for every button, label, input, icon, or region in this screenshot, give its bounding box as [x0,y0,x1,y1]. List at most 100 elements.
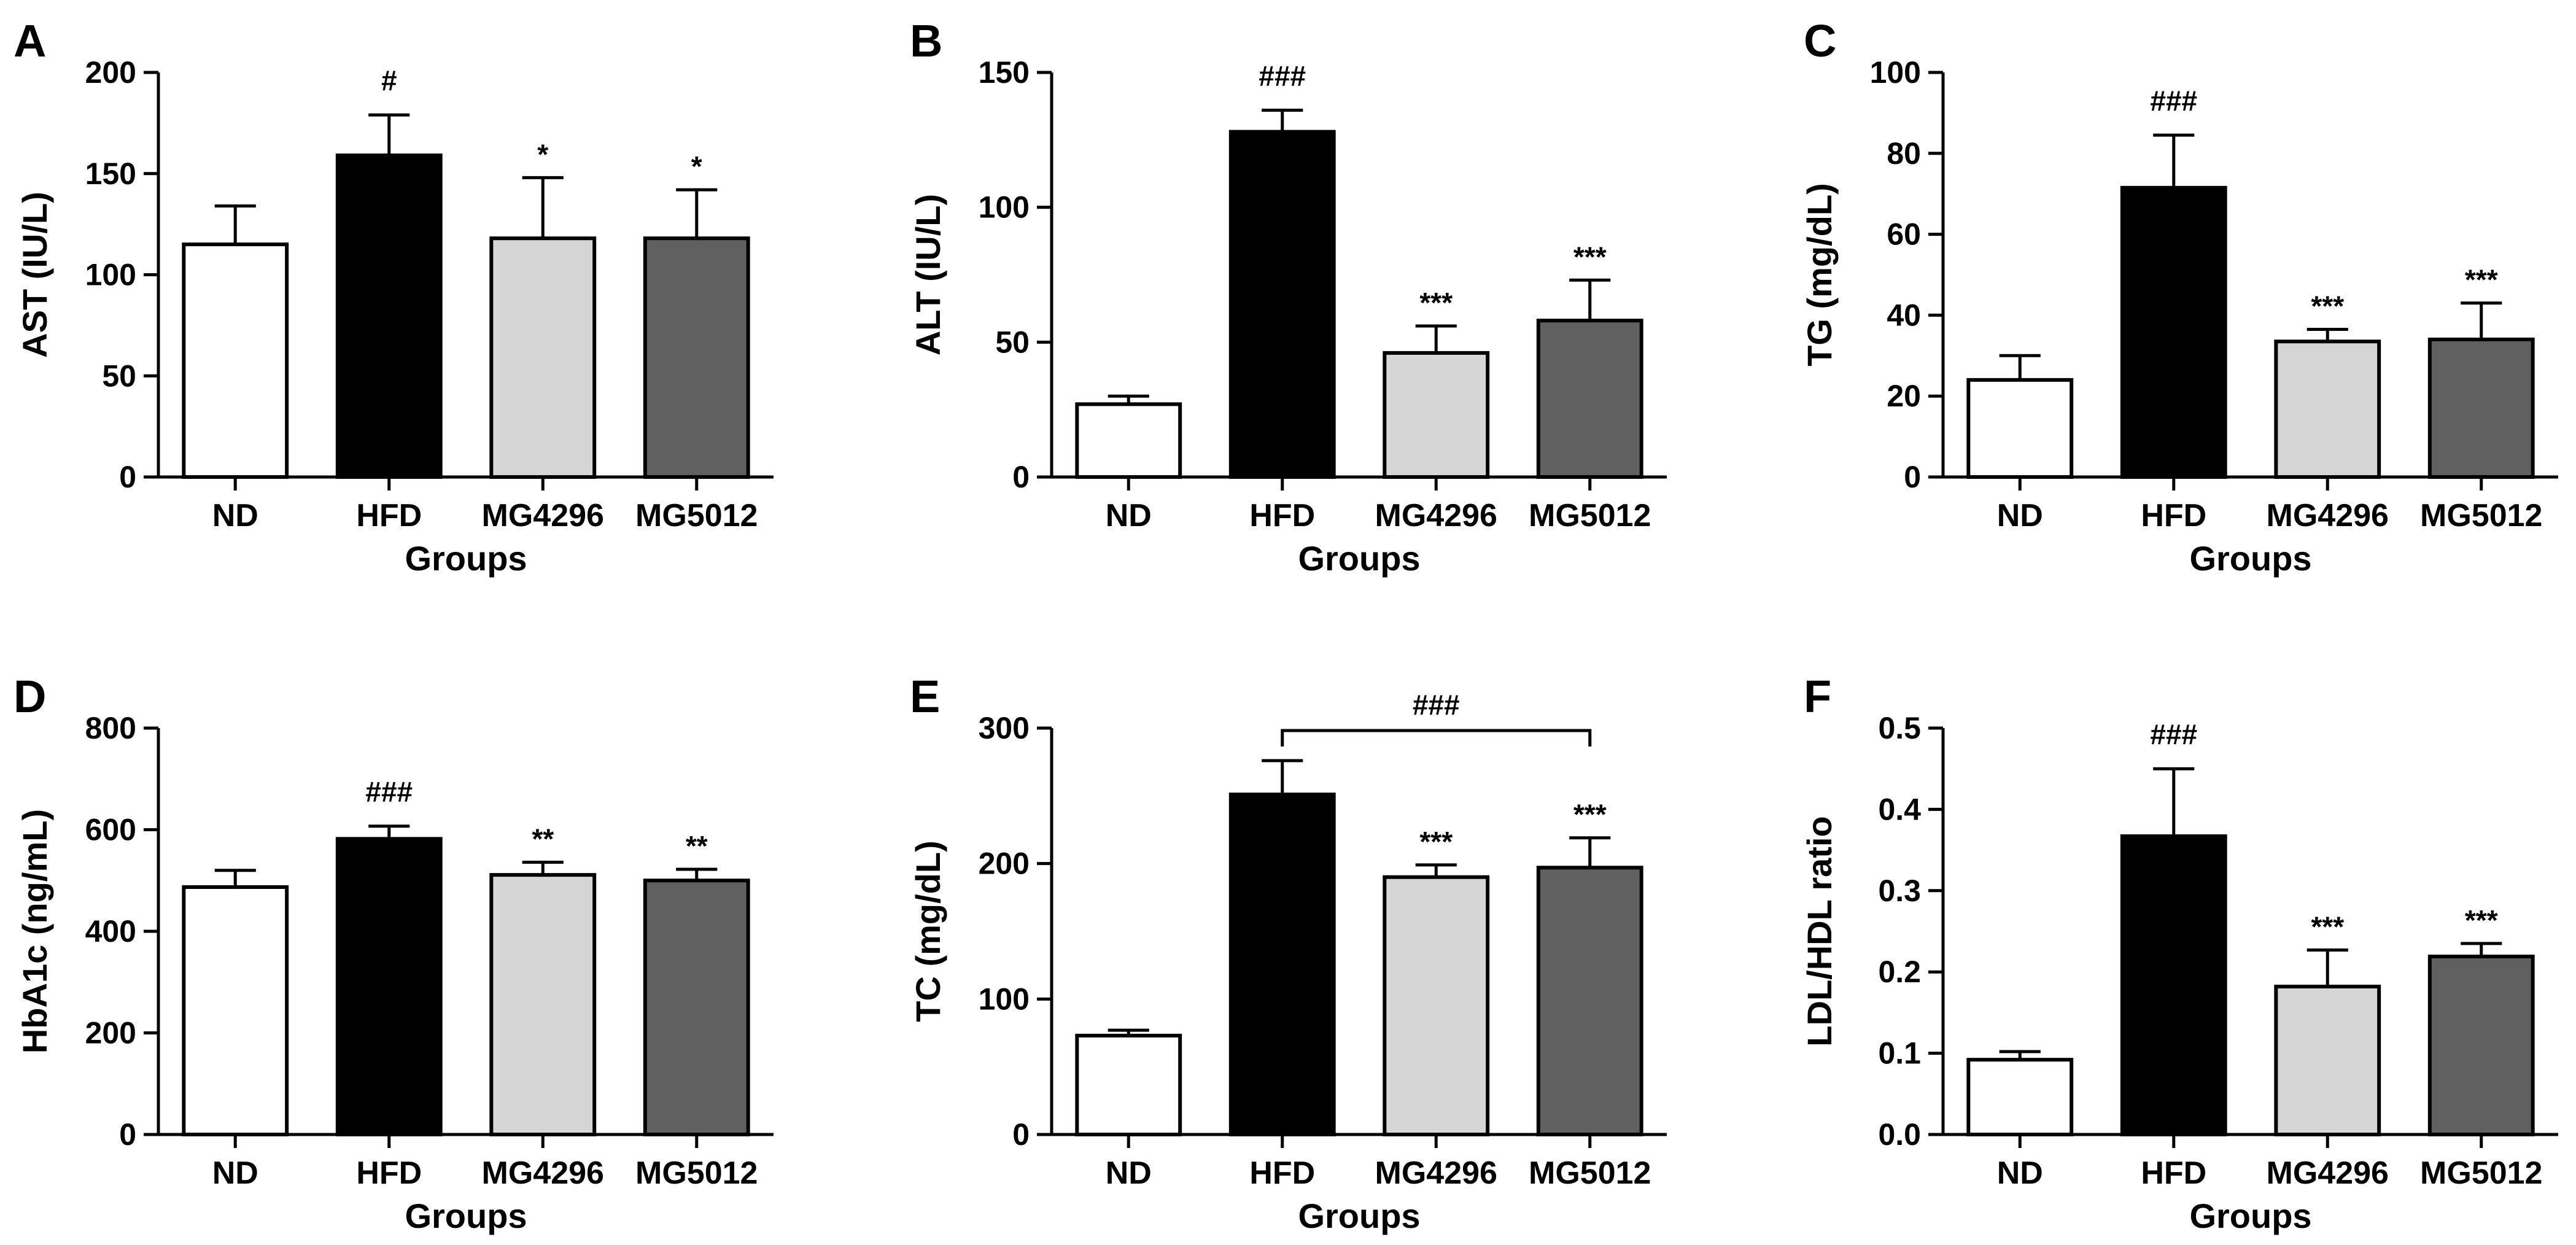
panel-letter-b: B [910,15,942,66]
category-label: ND [1106,1155,1152,1191]
significance-label: # [381,64,397,96]
category-label: MG5012 [635,498,758,533]
y-tick-label: 20 [1887,379,1921,413]
category-label: MG5012 [1529,498,1651,533]
y-tick-label: 100 [1870,55,1921,90]
category-label: MG5012 [635,1155,758,1191]
y-tick-label: 300 [979,711,1030,745]
category-label: HFD [2141,498,2206,533]
y-tick-label: 600 [85,813,136,847]
bar-mg4296 [2274,339,2381,479]
y-tick-label: 40 [1887,298,1921,332]
bar-nd [1966,378,2074,479]
y-tick-label: 0 [119,460,136,494]
significance-label: *** [2311,910,2344,942]
y-tick-label: 0.2 [1878,955,1921,989]
panel-d: D 0 200 400 600 800 HbA1c (ng/mL) Groups ND HFD ##… [14,671,774,1235]
bar-hfd [2120,834,2227,1137]
bar-mg4296 [1383,351,1490,479]
y-tick-label: 0.1 [1878,1036,1921,1071]
category-label: MG5012 [2420,1155,2542,1191]
category-label: ND [1997,498,2043,533]
y-tick-label: 0 [1012,460,1030,494]
category-label: ND [212,498,258,533]
y-tick-label: 800 [85,711,136,745]
y-tick-label: 60 [1887,217,1921,252]
y-tick-label: 50 [995,325,1030,359]
significance-label: *** [2465,904,2498,936]
bar-mg5012 [643,878,750,1136]
bar-nd [182,885,289,1136]
category-label: MG4296 [1375,498,1497,533]
significance-label: *** [1573,241,1607,273]
y-tick-label: 150 [979,55,1030,90]
bar-mg4296 [1383,875,1490,1136]
category-label: MG4296 [482,1155,604,1191]
y-axis-title: LDL/HDL ratio [1800,816,1839,1046]
category-label: ND [1997,1155,2043,1191]
significance-label: *** [2465,264,2498,296]
y-tick-label: 100 [979,190,1030,225]
significance-label: ### [365,776,413,808]
x-axis-title: Groups [2189,539,2311,578]
bar-mg4296 [489,873,597,1136]
bar-mg5012 [1536,319,1643,479]
panel-b: B 0 50 100 150 ALT (IU/L) Groups ND HFD ### MG4296… [909,15,1667,578]
y-tick-label: 200 [85,55,136,90]
panel-letter-e: E [910,671,940,722]
significance-label: *** [1573,799,1607,831]
y-axis-title: TC (mg/dL) [909,840,947,1022]
category-label: ND [212,1155,258,1191]
category-label: HFD [1249,1155,1315,1191]
panel-letter-f: F [1804,671,1831,722]
y-tick-label: 0.4 [1878,792,1921,826]
category-label: ND [1106,498,1152,533]
category-label: HFD [2141,1155,2206,1191]
bar-mg5012 [643,236,750,479]
category-label: MG5012 [1529,1155,1651,1191]
significance-label: ** [532,823,554,855]
y-tick-label: 0 [1904,460,1921,494]
category-label: MG4296 [1375,1155,1497,1191]
y-tick-label: 0 [119,1117,136,1152]
bar-nd [182,242,289,479]
category-label: MG4296 [2267,1155,2389,1191]
bar-mg5012 [2427,337,2535,479]
bar-mg4296 [489,236,597,479]
category-label: MG5012 [2420,498,2542,533]
x-axis-title: Groups [1298,539,1420,578]
significance-label: ### [2150,85,2197,117]
y-axis-title: AST (IU/L) [15,192,54,358]
bar-nd [1075,402,1182,479]
significance-label: *** [1419,826,1453,858]
significance-label: ### [2150,718,2197,750]
bar-hfd [1228,793,1336,1137]
panel-letter-c: C [1804,15,1836,66]
y-tick-label: 50 [102,359,136,393]
y-tick-label: 100 [979,982,1030,1016]
panel-c: C 0 20 40 60 80 100 TG (mg/dL) Groups ND HFD ### MG4… [1800,15,2558,578]
category-label: HFD [356,1155,422,1191]
y-axis-title: HbA1c (ng/mL) [15,809,54,1053]
bar-mg5012 [2427,955,2535,1136]
y-tick-label: 100 [85,258,136,292]
bar-nd [1966,1058,2074,1137]
category-label: MG4296 [482,498,604,533]
significance-label: *** [2311,290,2344,322]
significance-label: ** [686,830,708,862]
y-tick-label: 200 [979,847,1030,881]
y-tick-label: 150 [85,157,136,191]
y-tick-label: 0.3 [1878,874,1921,908]
category-label: HFD [356,498,422,533]
y-axis-title: ALT (IU/L) [909,194,947,355]
bar-hfd [1228,130,1336,479]
significance-label: * [691,150,702,182]
panel-f: F 0.0 0.1 0.2 0.3 0.4 0.5 LDL/HDL ratio Groups ND… [1800,671,2558,1235]
comparison-bracket [1281,729,1592,747]
bar-mg4296 [2274,985,2381,1136]
category-label: HFD [1249,498,1315,533]
y-tick-label: 0.0 [1878,1117,1921,1152]
y-tick-label: 200 [85,1016,136,1050]
y-tick-label: 400 [85,914,136,948]
